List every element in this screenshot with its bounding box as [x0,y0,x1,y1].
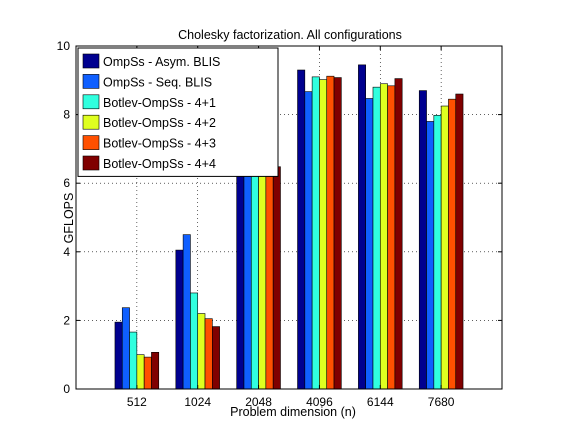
bar [433,114,442,390]
bar [151,351,160,390]
legend-swatch [82,155,100,171]
x-tick-label: 1024 [184,395,211,409]
y-tick-label: 10 [57,39,71,53]
bar [372,86,381,390]
bar [365,98,374,390]
y-axis-title: GFLOPS [62,193,76,244]
bar [440,105,449,390]
legend-label: OmpSs - Seq. BLIS [103,75,212,89]
legend: OmpSs - Asym. BLIS OmpSs - Seq. BLIS Botle… [77,47,279,177]
legend-swatch [82,135,100,150]
grid-lines [76,46,502,389]
bar [175,249,184,390]
legend-swatch [82,53,100,69]
bar [136,354,145,390]
bar [212,326,220,390]
bar [455,93,464,390]
bar [358,64,366,390]
bar [297,69,306,390]
bar [319,79,328,390]
legend-label: Botlev-OmpSs - 4+2 [103,116,216,130]
legend-swatch [82,94,100,110]
bar [426,121,435,390]
bar [387,85,396,390]
bar [197,313,206,390]
bar [250,144,259,390]
bar [129,331,138,390]
legend-swatch [82,114,100,130]
bar [236,152,245,390]
bars [114,64,464,390]
legend-label: Botlev-OmpSs - 4+3 [103,137,216,151]
x-axis-title: Problem dimension (n) [230,405,356,419]
x-tick-label: 4096 [306,395,333,409]
bar [121,307,130,390]
bar [304,91,313,390]
y-tick-label: 4 [63,245,70,259]
plot-frame [75,45,503,390]
y-axis-ticks: 0 2 4 6 8 10 [57,39,502,396]
x-axis-ticks: 512 1024 2048 4096 6144 7680 [127,46,455,409]
legend-label: Botlev-OmpSs - 4+1 [103,96,216,110]
bar [265,150,274,390]
bar [333,77,342,390]
bar [311,76,320,390]
y-tick-label: 2 [63,313,70,327]
legend-box [77,47,279,177]
x-tick-label: 7680 [428,395,455,409]
y-tick-label: 6 [63,176,70,190]
y-tick-label: 8 [63,108,70,122]
bar [418,90,427,390]
legend-label: OmpSs - Asym. BLIS [103,55,220,69]
bar [326,75,335,390]
bar [190,292,199,390]
bar [394,78,403,390]
bar [243,142,252,390]
bar [258,149,267,390]
bar [143,356,152,390]
chart-title: Cholesky factorization. All configuratio… [178,28,402,42]
bar [448,98,457,390]
y-tick-label: 0 [63,382,70,396]
x-tick-label: 2048 [245,395,272,409]
x-tick-label: 512 [127,395,147,409]
bar [182,234,191,390]
legend-label: Botlev-OmpSs - 4+4 [103,157,216,171]
bar [272,166,281,390]
bar [114,321,123,390]
x-tick-label: 6144 [367,395,394,409]
legend-swatch [82,74,100,89]
bar [379,83,388,390]
bar [204,318,213,390]
